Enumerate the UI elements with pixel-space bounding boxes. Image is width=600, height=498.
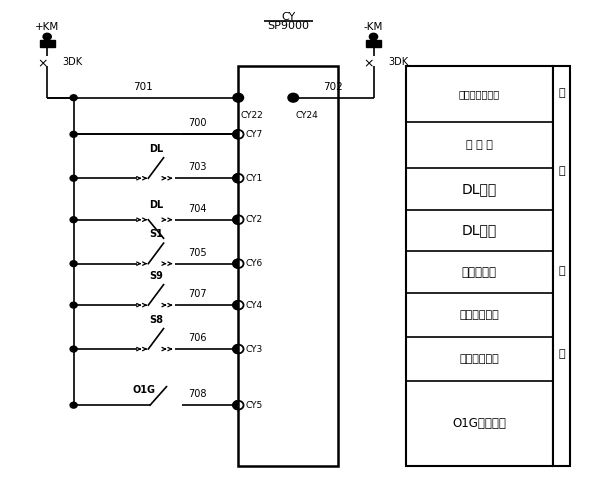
Bar xyxy=(366,40,381,47)
Circle shape xyxy=(43,33,51,40)
Polygon shape xyxy=(233,301,238,310)
Text: 707: 707 xyxy=(188,289,206,299)
Bar xyxy=(553,66,571,466)
Text: ×: × xyxy=(364,58,374,71)
Text: +KM: +KM xyxy=(35,22,59,32)
Polygon shape xyxy=(233,130,238,139)
Text: 3DK: 3DK xyxy=(62,57,82,67)
Text: O1G: O1G xyxy=(133,385,155,395)
Text: 705: 705 xyxy=(188,248,206,258)
Text: DL: DL xyxy=(149,200,163,210)
Text: 手车运行位置: 手车运行位置 xyxy=(460,310,499,320)
Text: 示: 示 xyxy=(559,349,565,359)
Text: CY24: CY24 xyxy=(295,112,318,121)
Circle shape xyxy=(70,302,77,308)
Text: 702: 702 xyxy=(323,82,343,92)
Text: CY5: CY5 xyxy=(245,401,263,410)
Text: DL跳位: DL跳位 xyxy=(462,224,497,238)
Text: S1: S1 xyxy=(149,229,163,239)
Circle shape xyxy=(70,402,77,408)
Text: DL: DL xyxy=(149,144,163,154)
Bar xyxy=(406,66,553,466)
Circle shape xyxy=(70,131,77,137)
Circle shape xyxy=(70,261,77,266)
Text: 704: 704 xyxy=(188,204,206,214)
Polygon shape xyxy=(233,259,238,268)
Text: 公 共 端: 公 共 端 xyxy=(466,140,493,150)
Text: 直流电源及空开: 直流电源及空开 xyxy=(459,89,500,99)
Polygon shape xyxy=(233,345,238,354)
Text: -KM: -KM xyxy=(364,22,383,32)
Text: 708: 708 xyxy=(188,389,206,399)
Circle shape xyxy=(70,346,77,352)
Polygon shape xyxy=(233,215,238,224)
Text: 3DK: 3DK xyxy=(388,57,409,67)
Text: S8: S8 xyxy=(149,315,163,325)
Text: CY1: CY1 xyxy=(245,174,263,183)
Polygon shape xyxy=(233,174,238,183)
Text: CY3: CY3 xyxy=(245,345,263,354)
Text: 706: 706 xyxy=(188,333,206,343)
Text: 703: 703 xyxy=(188,162,206,172)
Text: DL合位: DL合位 xyxy=(462,182,497,196)
Bar xyxy=(40,40,55,47)
Text: CY4: CY4 xyxy=(245,301,262,310)
Text: ×: × xyxy=(37,58,48,71)
Text: 状: 状 xyxy=(559,88,565,98)
Text: CY2: CY2 xyxy=(245,215,262,224)
Text: 手车试验位置: 手车试验位置 xyxy=(460,354,499,364)
Text: S9: S9 xyxy=(149,271,163,281)
Circle shape xyxy=(70,217,77,223)
Circle shape xyxy=(370,33,377,40)
Circle shape xyxy=(70,95,77,101)
Text: O1G地刀合位: O1G地刀合位 xyxy=(452,417,506,430)
Text: CY6: CY6 xyxy=(245,259,263,268)
Polygon shape xyxy=(233,401,238,409)
Bar xyxy=(238,66,338,466)
Text: 700: 700 xyxy=(188,119,206,128)
Circle shape xyxy=(233,93,244,102)
Text: 弹簧已儲能: 弹簧已儲能 xyxy=(462,265,497,279)
Text: CY: CY xyxy=(281,12,295,22)
Circle shape xyxy=(288,93,299,102)
Text: CY22: CY22 xyxy=(240,112,263,121)
Circle shape xyxy=(70,175,77,181)
Text: 指: 指 xyxy=(559,266,565,276)
Text: CY7: CY7 xyxy=(245,130,263,139)
Text: 态: 态 xyxy=(559,166,565,176)
Text: 701: 701 xyxy=(133,82,152,92)
Text: SP9000: SP9000 xyxy=(267,21,309,31)
